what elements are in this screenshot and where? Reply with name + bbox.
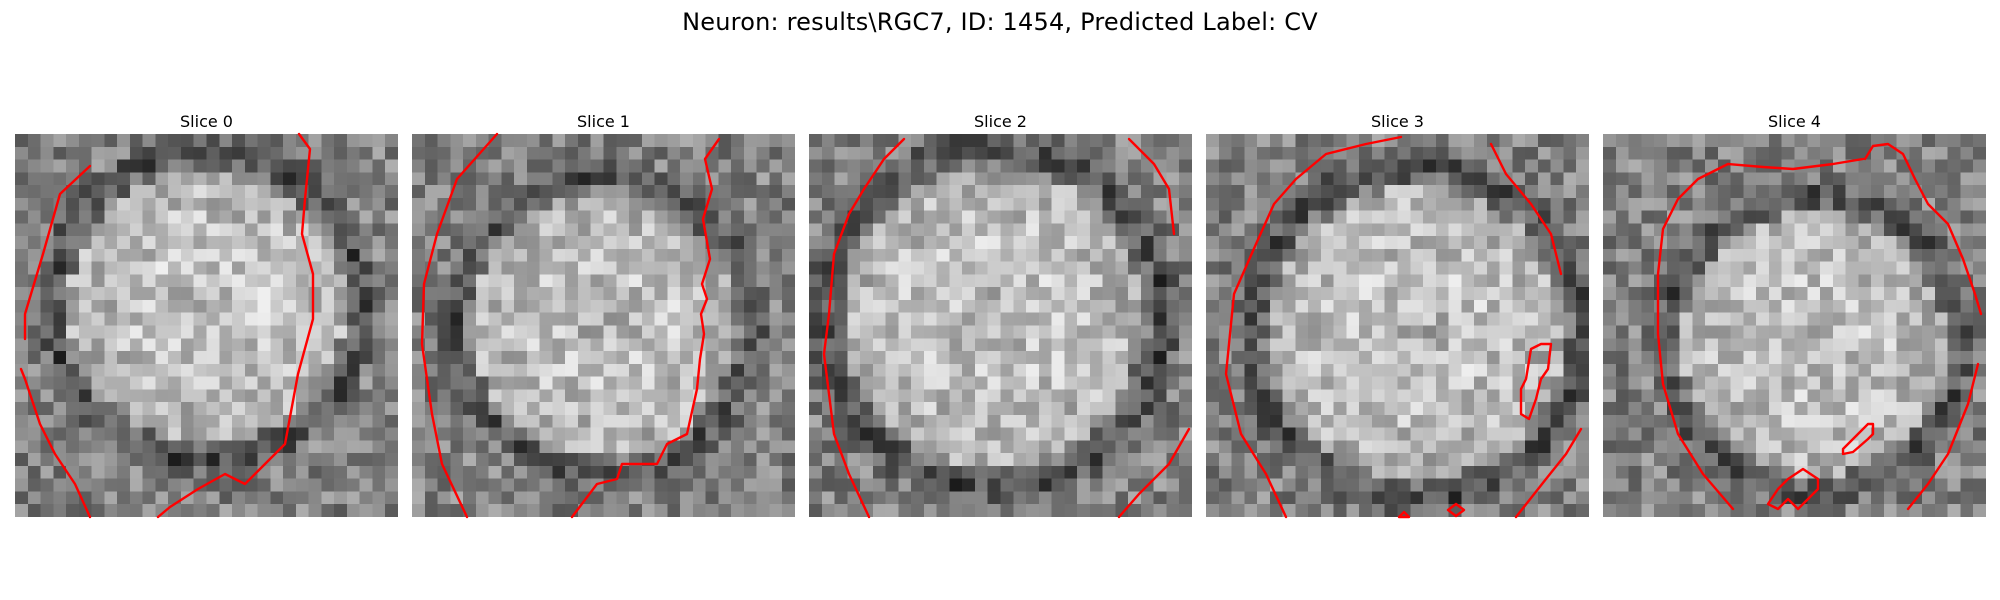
contour-overlay — [1224, 135, 1583, 519]
contour-overlay — [420, 132, 721, 519]
grayscale-image — [809, 134, 1192, 517]
contour-overlay — [19, 132, 315, 519]
slice-panel-2: Slice 2 — [809, 110, 1192, 519]
slice-panel-4: Slice 4 — [1603, 110, 1986, 517]
slice-title: Slice 4 — [1768, 112, 1821, 131]
slice-title: Slice 3 — [1371, 112, 1424, 131]
slice-panel-0: Slice 0 — [15, 110, 398, 519]
slice-panel-1: Slice 1 — [412, 110, 795, 519]
slice-panel-3: Slice 3 — [1206, 110, 1589, 519]
slice-title: Slice 1 — [577, 112, 630, 131]
contour-overlay — [1656, 142, 1983, 511]
grayscale-image — [412, 134, 795, 517]
contour-overlay — [822, 137, 1191, 519]
slice-title: Slice 2 — [974, 112, 1027, 131]
grayscale-image — [1603, 134, 1986, 517]
grayscale-image — [15, 134, 398, 517]
figure-title: Neuron: results\RGC7, ID: 1454, Predicte… — [682, 8, 1318, 36]
slice-title: Slice 0 — [180, 112, 233, 131]
